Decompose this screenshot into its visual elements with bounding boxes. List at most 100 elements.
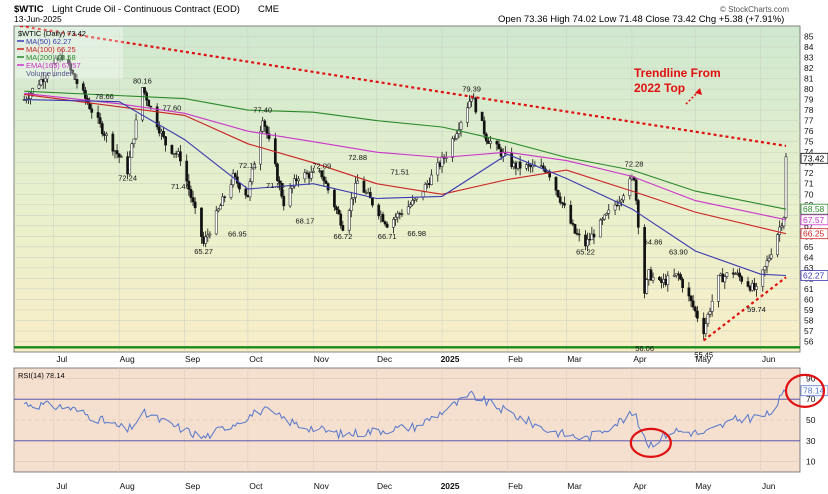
price-tick-label: 77 [804,116,814,126]
candle-body [54,57,58,64]
candle-body [200,207,203,237]
candle-body [309,172,313,179]
ma100-line [24,93,787,235]
right-tag-label: 73.42 [803,153,825,163]
candle-body [130,143,134,158]
candle-body [229,184,233,198]
candle-body [687,287,691,297]
candle-body [738,272,741,278]
month-label: Mar [567,354,582,364]
candle-body [497,143,501,150]
price-tick-label: 81 [804,74,814,84]
candle-body [468,101,471,109]
price-point-label: 71.51 [390,167,409,176]
candle-body [223,196,227,198]
price-tick-label: 63 [804,263,814,273]
candle-body [117,153,121,158]
month-label-bottom: Feb [508,481,523,491]
rsi-tick-label: 30 [806,436,816,446]
candle-body [734,273,737,275]
month-label: Jul [56,354,67,364]
month-label-bottom: Nov [314,481,330,491]
right-tag-box [800,270,828,281]
candle-body [430,174,433,185]
candle-body [423,184,427,193]
candle-body [495,140,499,145]
price-tick-label: 70 [804,189,814,199]
legend-title: $WTIC (Daily) 73.42 [18,29,86,38]
right-tag-box [800,214,828,226]
price-point-label: 72.09 [312,161,331,170]
legend-ma100: MA(100) 66.25 [26,45,76,54]
month-label-bottom: Oct [249,481,263,491]
candle-body [383,221,387,225]
candle-body [341,225,345,231]
candle-body [457,129,461,134]
right-tag-box [800,203,828,215]
candle-body [238,183,241,190]
candle-body [778,226,782,235]
price-point-label: 64.86 [644,237,663,246]
candle-body [406,206,410,215]
ma200-line [24,90,787,210]
candle-body [143,87,146,93]
rsi-tick-label: 50 [806,415,816,425]
price-point-label: 63.90 [669,247,688,256]
candle-body [204,236,208,244]
price-point-label: 71.46 [171,182,190,191]
legend-ma50: MA(50) 62.27 [26,37,71,46]
candle-body [324,180,328,184]
candle-body [189,189,193,198]
candle-body [356,180,359,184]
candle-body [392,219,395,228]
legend-box [15,27,123,79]
candle-body [98,117,102,124]
candle-body [527,164,530,166]
candle-body [480,111,484,122]
candle-body [605,213,608,216]
price-point-label: 79.39 [462,85,481,94]
chart-header: $WTIC Light Crude Oil - Continuous Contr… [14,4,789,25]
candle-body [763,266,767,271]
candle-body [776,234,779,256]
candle-body [333,189,336,208]
annotation-line2: 2022 Top [634,81,685,95]
month-label: Jun [762,354,776,364]
candle-body [368,192,372,199]
price-point-label: 68.17 [295,217,314,226]
candle-body [381,214,385,222]
right-tag-label: 67.57 [803,215,825,225]
candle-body [132,138,136,145]
candle-body [421,191,425,198]
candle-body [677,273,680,275]
price-point-label: 77.40 [253,105,272,114]
candle-body [411,200,414,205]
candle-body [666,275,670,285]
ema165-line [24,92,787,221]
candle-body [577,233,581,236]
candle-body [706,314,710,324]
price-tick-label: 80 [804,84,814,94]
right-tag-label: 66.25 [803,229,825,239]
candle-body [679,274,682,280]
candle-body [436,162,440,176]
candle-body [265,126,269,135]
price-tick-label: 83 [804,53,814,63]
trendline-annotation: Trendline From 2022 Top [634,66,721,105]
rsi-oversold-circle [629,427,672,458]
candle-body [455,133,459,139]
rsi-axis: 90 70 50 30 10 78.14 [800,373,828,467]
candle-body [69,63,72,71]
candle-body [52,63,56,76]
price-annotations: 78.66 80.16 77.60 72.24 71.46 65.27 66.95 72.11… [95,76,766,359]
candle-body [767,257,771,262]
price-tick-label: 85 [804,32,814,42]
candle-body [385,223,389,228]
support-trendline [703,276,787,342]
candle-body [303,172,307,180]
candle-body [231,173,235,185]
candle-body [761,269,765,287]
month-label-bottom: 2025 [441,481,460,491]
candle-body [282,195,286,207]
price-point-label: 66.72 [333,232,352,241]
